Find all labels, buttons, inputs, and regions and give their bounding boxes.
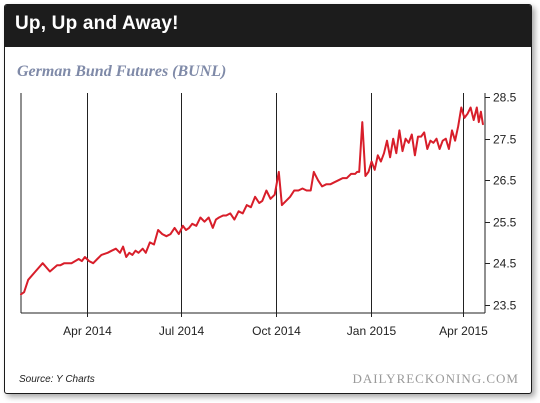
brand-watermark: DAILYRECKONING.COM [352,371,519,386]
header-title: Up, Up and Away! [15,13,179,34]
line-chart: 23.5 24.5 25.5 26.5 27.5 28.5 Apr 2014 Jul 201… [20,91,517,338]
y-tick-label: 28.5 [493,91,517,105]
x-grid-lines [87,93,464,317]
y-tick-label: 25.5 [493,216,517,230]
y-tick-label: 24.5 [493,257,517,271]
header-bar: Up, Up and Away! [5,5,531,47]
chart-title: German Bund Futures (BUNL) [17,63,227,80]
x-axis-ticks: Apr 2014 Jul 2014 Oct 2014 Jan 2015 Apr 2015 [63,324,488,338]
plot-frame [20,93,486,314]
x-tick-label: Apr 2014 [63,324,112,338]
y-tick-label: 23.5 [493,299,517,313]
x-tick-label: Apr 2015 [439,324,488,338]
y-axis-ticks: 23.5 24.5 25.5 26.5 27.5 28.5 [485,91,517,313]
y-tick-label: 26.5 [493,174,517,188]
chart-card: Up, Up and Away! German Bund Futures (BU… [4,4,532,394]
y-tick-label: 27.5 [493,133,517,147]
series-layer [20,106,484,296]
series-line [20,106,484,296]
x-tick-label: Jul 2014 [159,324,205,338]
x-tick-label: Oct 2014 [252,324,301,338]
source-note: Source: Y Charts [19,374,95,385]
x-tick-label: Jan 2015 [347,324,397,338]
